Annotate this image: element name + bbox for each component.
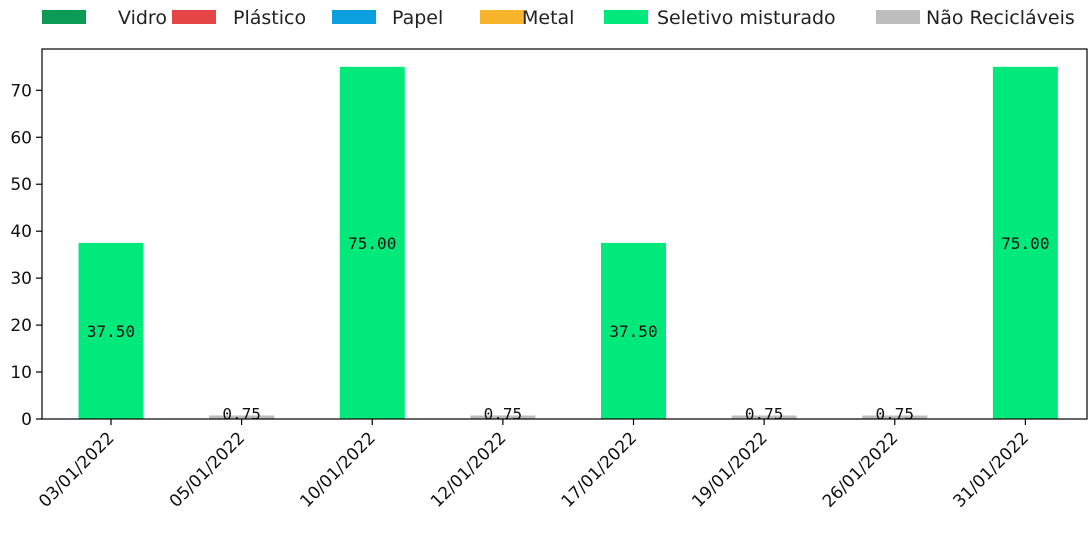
ytick-label-6: 60 [10,128,32,148]
bar-5-6 [862,415,928,419]
legend-label-2: Papel [392,7,443,29]
xtick-label-0: 03/01/2022 [35,428,118,511]
legend-label-5: Não Recicláveis [926,7,1075,29]
xtick-label-7: 31/01/2022 [949,428,1032,511]
y-axis: 0 10 20 30 40 50 60 70 [10,81,42,430]
legend-label-0: Vidro [118,7,167,29]
legend-label-4: Seletivo misturado [657,7,836,29]
plot-frame [41,48,1088,420]
data-label-7: 75.00 [1001,234,1049,253]
bar-4-0 [78,242,144,419]
legend-label-3: Metal [522,7,574,29]
legend-swatch-5 [876,10,920,24]
legend-swatch-3 [480,10,524,24]
xtick-label-5: 19/01/2022 [688,428,771,511]
data-label-2: 75.00 [348,234,396,253]
bar-4-7 [992,66,1058,419]
bar-5-5 [731,415,797,419]
bar-5-1 [209,415,275,419]
x-axis: 03/01/2022 05/01/2022 10/01/2022 12/01/2022… [35,419,1033,512]
ytick-label-0: 0 [21,410,32,430]
ytick-label-5: 50 [10,175,32,195]
xtick-label-2: 10/01/2022 [296,428,379,511]
bar-4-4 [601,242,666,419]
ytick-label-4: 40 [10,222,32,242]
data-label-4: 37.50 [609,322,657,341]
xtick-label-4: 17/01/2022 [558,428,641,511]
legend-label-1: Plástico [233,7,306,29]
legend-swatch-4 [604,10,648,24]
legend-swatch-0 [42,10,86,24]
bars [78,66,1058,419]
ytick-label-1: 10 [10,363,32,383]
legend-swatch-2 [332,10,376,24]
bar-5-3 [470,415,536,419]
legend-swatch-1 [172,10,216,24]
xtick-label-1: 05/01/2022 [166,428,249,511]
ytick-label-7: 70 [10,81,32,101]
bar-4-2 [339,66,405,419]
xtick-label-6: 26/01/2022 [819,428,902,511]
legend: Vidro Plástico Papel Metal Seletivo misturad… [42,7,1075,29]
xtick-label-3: 12/01/2022 [427,428,510,511]
ytick-label-3: 30 [10,269,32,289]
ytick-label-2: 20 [10,316,32,336]
data-label-0: 37.50 [87,322,135,341]
